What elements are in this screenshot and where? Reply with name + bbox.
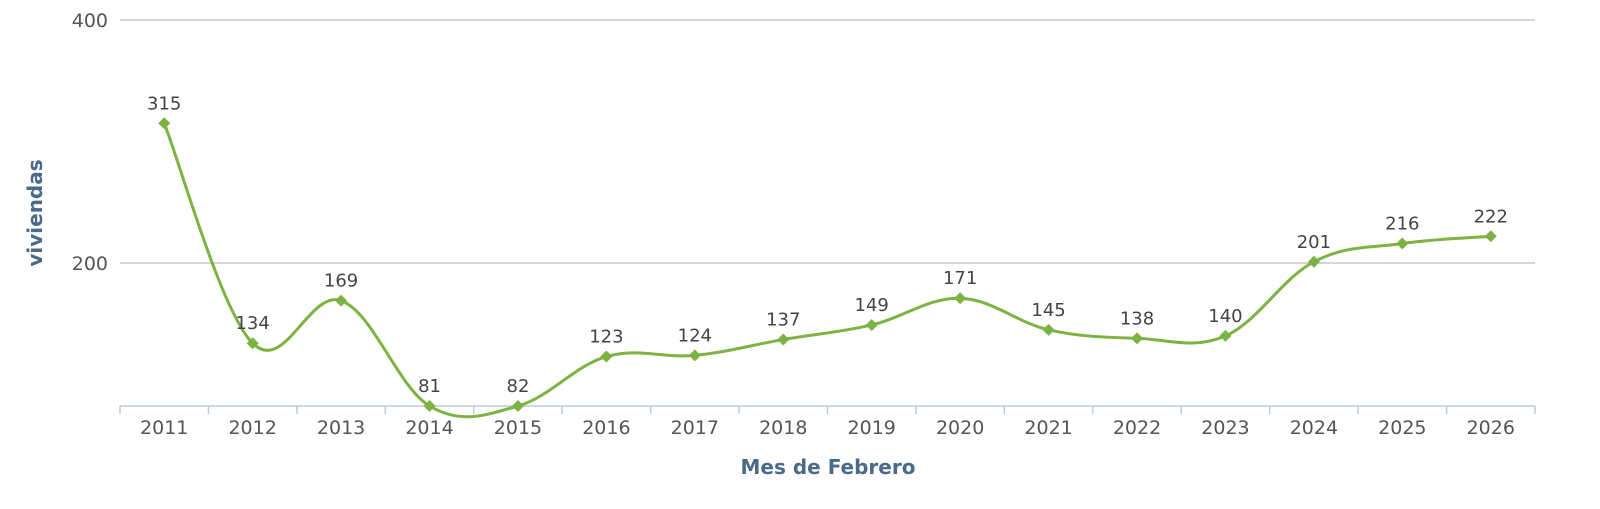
x-tick-label: 2026 <box>1467 417 1515 439</box>
diamond-marker <box>246 337 259 350</box>
diamond-marker <box>688 349 701 362</box>
x-tick-label: 2022 <box>1113 417 1161 439</box>
data-label: 82 <box>507 376 530 397</box>
diamond-marker <box>511 400 524 412</box>
gridlines <box>120 19 1535 264</box>
data-label: 137 <box>766 310 800 331</box>
x-tick-label: 2020 <box>936 417 984 439</box>
x-tick-label: 2019 <box>848 417 896 439</box>
data-label: 222 <box>1474 206 1508 227</box>
data-label: 138 <box>1120 308 1154 329</box>
diamond-marker <box>1131 332 1144 345</box>
x-axis-ticks: 2011 2012 2013 2014 2015 2016 2017 2018 2019 2020… <box>119 406 1536 439</box>
x-tick-label: 2011 <box>140 417 188 439</box>
y-axis-title: viviendas <box>23 159 47 266</box>
x-tick-label: 2012 <box>228 417 276 439</box>
diamond-marker <box>1484 230 1497 243</box>
y-tick-label: 400 <box>72 10 108 32</box>
data-label: 201 <box>1297 232 1331 253</box>
diamond-marker <box>423 400 436 412</box>
diamond-marker <box>777 333 790 346</box>
data-label: 124 <box>678 325 712 346</box>
data-label: 169 <box>324 271 358 292</box>
data-label: 315 <box>147 93 181 114</box>
data-label: 81 <box>418 376 441 397</box>
x-tick-label: 2021 <box>1024 417 1072 439</box>
diamond-marker <box>1042 323 1055 336</box>
y-tick-label: 200 <box>72 253 108 275</box>
diamond-marker <box>600 350 613 363</box>
data-label: 216 <box>1385 214 1419 235</box>
series-line <box>162 122 1491 419</box>
x-tick-label: 2017 <box>671 417 719 439</box>
diamond-marker <box>954 292 967 305</box>
x-tick-label: 2023 <box>1201 417 1249 439</box>
data-label: 145 <box>1031 300 1065 321</box>
x-axis-title: Mes de Febrero <box>741 455 916 479</box>
data-markers <box>158 117 1497 412</box>
diamond-marker <box>158 117 171 130</box>
y-axis-ticks: 200 400 <box>72 10 108 275</box>
diamond-marker <box>1396 237 1409 250</box>
x-tick-label: 2015 <box>494 417 542 439</box>
data-label: 149 <box>855 295 889 316</box>
data-label: 123 <box>589 327 623 348</box>
data-labels: 315 134 169 81 82 123 124 137 149 171 145 138 140 201… <box>147 93 1508 397</box>
x-tick-label: 2025 <box>1378 417 1426 439</box>
diamond-marker <box>1219 329 1232 342</box>
data-label: 134 <box>235 313 269 334</box>
diamond-marker <box>335 294 348 307</box>
x-tick-label: 2013 <box>317 417 365 439</box>
data-label: 140 <box>1208 306 1242 327</box>
x-tick-label: 2016 <box>582 417 630 439</box>
data-label: 171 <box>943 268 977 289</box>
x-tick-label: 2018 <box>759 417 807 439</box>
diamond-marker <box>865 318 878 331</box>
x-tick-label: 2014 <box>405 417 453 439</box>
diamond-marker <box>1307 255 1320 268</box>
x-tick-label: 2024 <box>1290 417 1338 439</box>
